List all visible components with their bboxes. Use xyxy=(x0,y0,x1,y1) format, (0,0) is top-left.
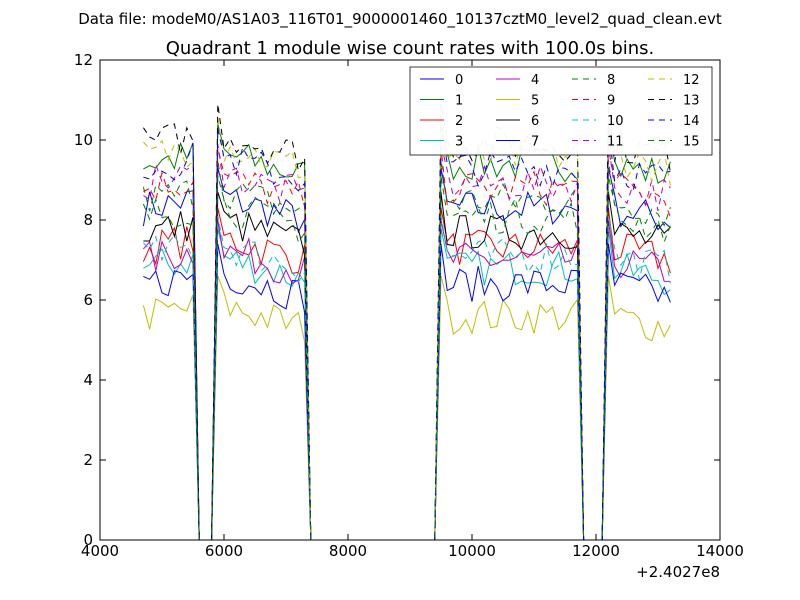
legend-label-0: 0 xyxy=(455,73,463,88)
series-line-8 xyxy=(142,159,671,541)
y-tick-label: 4 xyxy=(83,371,93,389)
x-tick-label: 14000 xyxy=(696,542,744,560)
series-line-5 xyxy=(142,275,671,541)
legend-label-14: 14 xyxy=(683,114,700,129)
x-tick-label: 8000 xyxy=(329,542,367,560)
legend-label-5: 5 xyxy=(531,94,539,109)
x-tick-label: 10000 xyxy=(448,542,496,560)
legend-label-9: 9 xyxy=(607,94,615,109)
series-line-0 xyxy=(142,167,671,541)
data-file-suptitle: Data file: modeM0/AS1A03_116T01_90000014… xyxy=(78,10,722,29)
y-tick-label: 6 xyxy=(83,291,93,309)
legend-label-12: 12 xyxy=(683,73,700,88)
x-tick-label: 6000 xyxy=(205,542,243,560)
x-tick-label: 4000 xyxy=(81,542,119,560)
y-tick-label: 2 xyxy=(83,451,93,469)
legend-label-1: 1 xyxy=(455,94,463,109)
series-line-13 xyxy=(142,103,671,541)
legend-label-4: 4 xyxy=(531,73,539,88)
legend-label-6: 6 xyxy=(531,114,539,129)
y-tick-label: 8 xyxy=(83,211,93,229)
chart-title: Quadrant 1 module wise count rates with … xyxy=(166,38,655,59)
y-tick-label: 10 xyxy=(74,131,93,149)
plot-lines xyxy=(142,103,671,541)
legend-label-11: 11 xyxy=(607,135,624,150)
legend-label-7: 7 xyxy=(531,135,539,150)
legend-label-2: 2 xyxy=(455,114,463,129)
x-axis: 4000 6000 8000 10000 12000 14000 xyxy=(81,60,744,560)
series-line-3 xyxy=(143,227,671,541)
series-line-6 xyxy=(143,191,671,541)
legend-label-3: 3 xyxy=(455,135,463,150)
y-tick-label: 12 xyxy=(74,51,93,69)
legend-label-10: 10 xyxy=(607,114,624,129)
x-tick-label: 12000 xyxy=(572,542,620,560)
series-line-2 xyxy=(142,207,671,541)
legend-label-13: 13 xyxy=(683,94,700,109)
legend-label-15: 15 xyxy=(683,135,700,150)
x-offset-label: +2.4027e8 xyxy=(636,563,720,581)
series-line-11 xyxy=(143,143,671,541)
legend-label-8: 8 xyxy=(607,73,615,88)
y-tick-label: 0 xyxy=(83,531,93,549)
